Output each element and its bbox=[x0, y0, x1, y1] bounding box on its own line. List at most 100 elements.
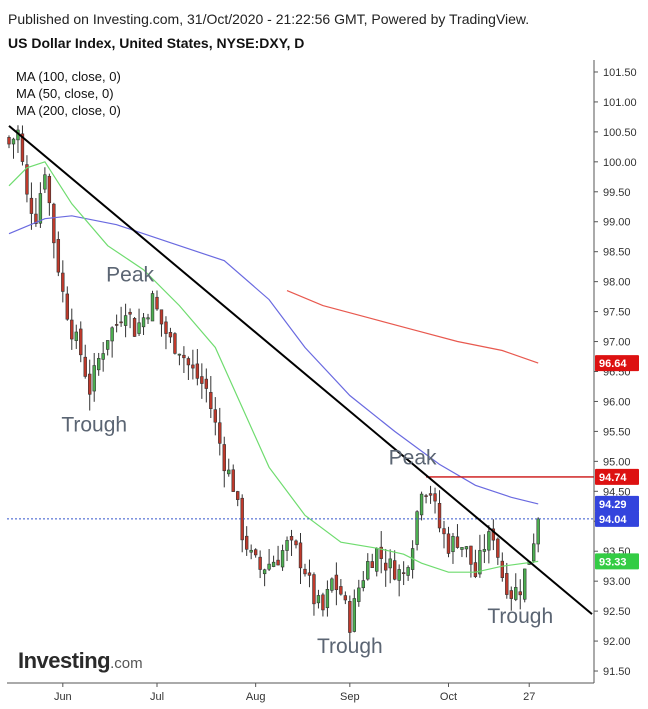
candle-body bbox=[469, 545, 473, 565]
x-tick-label: Aug bbox=[246, 691, 266, 703]
candle-body bbox=[496, 538, 500, 558]
candle-body bbox=[182, 354, 186, 359]
candle-body bbox=[173, 333, 177, 354]
price-badge-label: 94.04 bbox=[599, 514, 627, 526]
candle-body bbox=[514, 587, 518, 600]
candle-body bbox=[38, 193, 43, 224]
candle-body bbox=[312, 574, 316, 605]
candle-body bbox=[119, 321, 123, 324]
candle-body bbox=[455, 536, 460, 548]
price-badge-label: 94.74 bbox=[599, 472, 627, 484]
candle-body bbox=[348, 601, 352, 633]
ma-line-2 bbox=[286, 290, 539, 364]
annotation-label: Peak bbox=[106, 264, 154, 287]
candle-body bbox=[482, 549, 487, 552]
candle-body bbox=[213, 409, 217, 423]
candle-body bbox=[366, 561, 370, 580]
candle-body bbox=[505, 573, 509, 595]
candle-body bbox=[56, 239, 61, 273]
candle-body bbox=[132, 318, 137, 337]
candle-body bbox=[191, 364, 195, 369]
candle-body bbox=[397, 569, 401, 581]
candle-body bbox=[155, 296, 159, 310]
annotations-layer: Peak Trough Peak Trough Trough bbox=[61, 264, 553, 658]
candle-body bbox=[419, 493, 424, 516]
candle-body bbox=[451, 536, 455, 553]
published-note: Published on Investing.com, 31/Oct/2020 … bbox=[8, 11, 530, 27]
candle-body bbox=[47, 175, 52, 204]
logo-text: Investing bbox=[18, 648, 111, 673]
candle-body bbox=[253, 549, 258, 556]
candle-body bbox=[401, 572, 406, 574]
x-tick-label: Sep bbox=[340, 691, 360, 703]
candle-body bbox=[487, 531, 491, 551]
candle-body bbox=[437, 503, 442, 529]
candle-body bbox=[321, 594, 325, 611]
candle-body bbox=[370, 561, 374, 568]
candle-body bbox=[433, 493, 437, 502]
candle-body bbox=[88, 373, 92, 395]
candle-body bbox=[168, 332, 173, 338]
moving-averages-layer bbox=[8, 161, 539, 573]
candle-body bbox=[343, 595, 348, 601]
candle-body bbox=[406, 567, 410, 576]
candle-body bbox=[218, 422, 222, 444]
y-tick-label: 97.00 bbox=[603, 337, 631, 349]
candle-body bbox=[294, 540, 298, 546]
y-tick-label: 100.00 bbox=[603, 157, 637, 169]
candle-body bbox=[258, 556, 262, 570]
y-tick-label: 91.50 bbox=[603, 666, 631, 678]
candle-body bbox=[500, 560, 504, 578]
candle-body bbox=[276, 559, 280, 566]
y-tick-label: 95.50 bbox=[603, 426, 631, 438]
candle-body bbox=[303, 568, 307, 575]
legend-ma50: MA (50, close, 0) bbox=[16, 86, 114, 101]
candle-body bbox=[11, 138, 16, 145]
candle-body bbox=[523, 568, 527, 600]
candle-body bbox=[29, 197, 34, 214]
candle-body bbox=[61, 272, 65, 292]
candle-body bbox=[123, 315, 128, 326]
annotation-label: Peak bbox=[389, 446, 437, 469]
y-tick-label: 92.50 bbox=[603, 606, 631, 618]
candle-body bbox=[267, 563, 271, 570]
candle-body bbox=[34, 213, 38, 225]
candle-body bbox=[195, 363, 200, 379]
x-tick-label: Jul bbox=[150, 691, 164, 703]
candle-body bbox=[532, 543, 536, 562]
price-badge bbox=[595, 355, 639, 372]
candle-body bbox=[97, 358, 101, 371]
candle-body bbox=[460, 547, 464, 550]
candle-body bbox=[43, 174, 47, 190]
y-tick-label: 99.50 bbox=[603, 187, 631, 199]
candle-body bbox=[285, 540, 289, 551]
candle-body bbox=[298, 542, 303, 569]
candle-body bbox=[289, 536, 294, 541]
x-tick-label: Oct bbox=[440, 691, 457, 703]
y-tick-label: 101.00 bbox=[603, 97, 637, 109]
price-badge-label: 96.64 bbox=[599, 358, 627, 370]
candle-body bbox=[231, 469, 235, 492]
x-tick-label: 27 bbox=[523, 691, 535, 703]
candle-body bbox=[446, 533, 451, 554]
axes-layer: 101.50 101.00 100.50 100.00 99.50 99.00 98.50 9… bbox=[7, 60, 639, 703]
annotation-label: Trough bbox=[487, 605, 553, 628]
annotation-label: Trough bbox=[61, 413, 127, 436]
y-tick-label: 93.00 bbox=[603, 576, 631, 588]
candle-body bbox=[316, 595, 321, 604]
candle-body bbox=[388, 558, 392, 569]
candle-body bbox=[65, 293, 69, 320]
candle-body bbox=[518, 591, 522, 596]
logo-suffix: .com bbox=[110, 655, 143, 672]
candle-body bbox=[428, 493, 433, 496]
candle-body bbox=[186, 358, 191, 366]
candle-body bbox=[339, 586, 343, 595]
candle-body bbox=[352, 598, 357, 632]
price-badge bbox=[595, 495, 639, 512]
candle-body bbox=[271, 561, 276, 567]
annotation-label: Trough bbox=[317, 635, 383, 658]
candle-body bbox=[177, 353, 182, 356]
price-badge bbox=[595, 510, 639, 527]
candle-body bbox=[236, 491, 240, 500]
